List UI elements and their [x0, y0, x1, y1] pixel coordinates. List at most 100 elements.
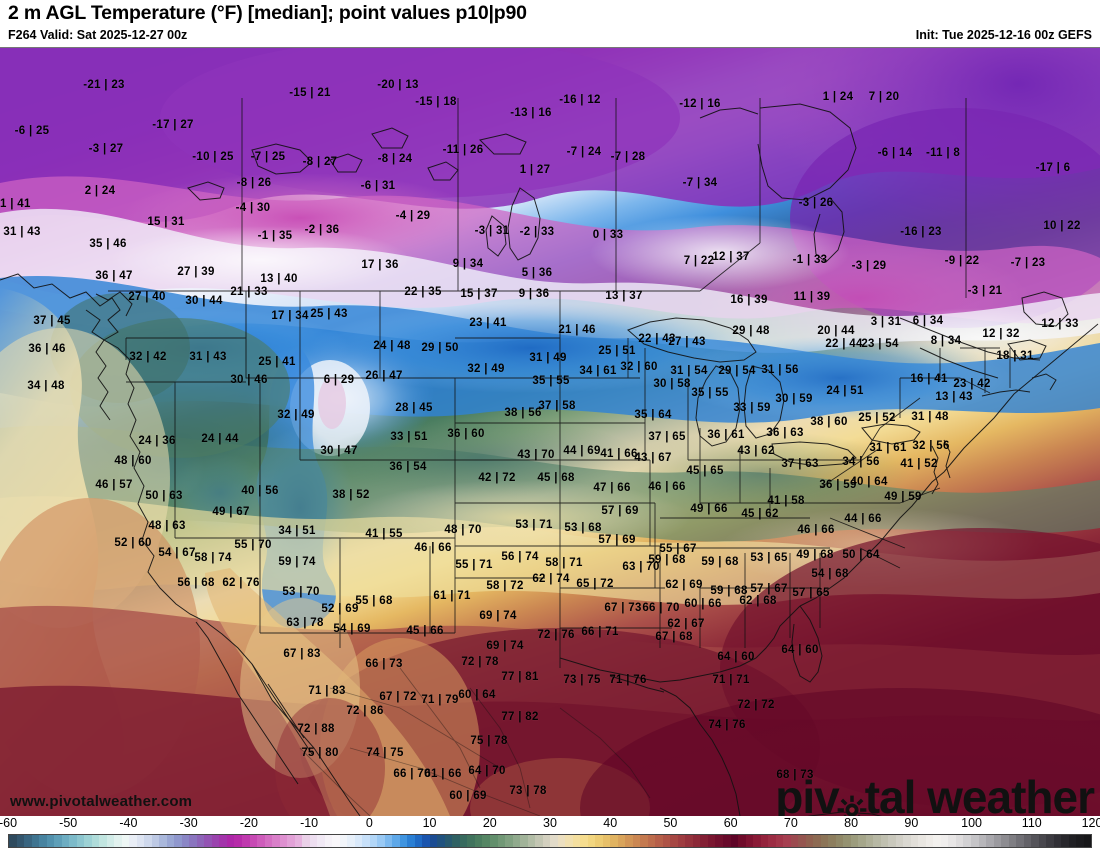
- colorbar-swatch: [407, 835, 415, 847]
- point-value-label: 57 | 65: [792, 587, 830, 599]
- point-value-label: -3 | 27: [88, 143, 124, 155]
- point-value-label: -2 | 33: [519, 226, 555, 238]
- point-value-label: 30 | 58: [653, 378, 691, 390]
- point-value-label: 54 | 67: [158, 547, 196, 559]
- colorbar-swatch: [722, 835, 731, 847]
- point-value-label: -20 | 13: [377, 79, 419, 91]
- point-value-label: 71 | 83: [308, 685, 346, 697]
- point-value-label: -12 | 16: [679, 98, 721, 110]
- colorbar-swatch: [317, 835, 325, 847]
- colorbar-swatch: [114, 835, 122, 847]
- point-value-label: 58 | 72: [486, 580, 524, 592]
- point-value-label: 57 | 67: [750, 583, 788, 595]
- colorbar-tick: 80: [844, 816, 859, 830]
- colorbar[interactable]: -60 -50 -40 -30 -20 -10 0 10 20 30 40 50 60 70 80 90 100…: [0, 816, 1100, 850]
- point-value-label: 31 | 49: [529, 352, 567, 364]
- gear-icon: [837, 786, 867, 816]
- colorbar-swatch: [482, 835, 490, 847]
- colorbar-swatch: [775, 835, 784, 847]
- point-value-label: -7 | 34: [682, 177, 718, 189]
- map-viewport[interactable]: -21 | 23 -20 | 13 -15 | 18 -15 | 21 -13 | 16…: [0, 47, 1100, 817]
- colorbar-swatch: [136, 835, 145, 847]
- point-value-label: 55 | 71: [455, 559, 493, 571]
- point-value-label: 30 | 59: [775, 393, 813, 405]
- colorbar-swatch: [730, 835, 739, 847]
- colorbar-swatch: [572, 835, 581, 847]
- colorbar-swatch: [948, 835, 956, 847]
- colorbar-swatch: [1031, 835, 1039, 847]
- point-value-label: 34 | 48: [27, 380, 65, 392]
- colorbar-swatch: [226, 835, 235, 847]
- colorbar-gradient[interactable]: [8, 834, 1092, 848]
- colorbar-swatch: [369, 835, 378, 847]
- point-value-label: 21 | 46: [558, 324, 596, 336]
- colorbar-swatch: [287, 835, 295, 847]
- colorbar-swatch: [324, 835, 333, 847]
- point-value-label: 64 | 70: [468, 765, 506, 777]
- colorbar-swatch: [54, 835, 62, 847]
- colorbar-swatch: [181, 835, 190, 847]
- colorbar-swatch: [84, 835, 92, 847]
- point-value-label: -21 | 23: [83, 79, 125, 91]
- colorbar-swatch: [595, 835, 603, 847]
- colorbar-swatch: [993, 835, 1002, 847]
- colorbar-swatch: [16, 835, 25, 847]
- point-value-label: 58 | 71: [545, 557, 583, 569]
- colorbar-swatch: [24, 835, 32, 847]
- colorbar-swatch: [121, 835, 130, 847]
- colorbar-swatch: [302, 835, 310, 847]
- colorbar-swatch: [557, 835, 566, 847]
- point-value-label: 36 | 54: [389, 461, 427, 473]
- point-value-label: -15 | 21: [289, 87, 331, 99]
- colorbar-tick: -60: [0, 816, 18, 830]
- colorbar-tick-labels: -60 -50 -40 -30 -20 -10 0 10 20 30 40 50 60 70 80 90 100…: [0, 816, 1100, 832]
- colorbar-swatch: [535, 835, 543, 847]
- colorbar-swatch: [940, 835, 949, 847]
- colorbar-swatch: [910, 835, 919, 847]
- point-value-label: -1 | 33: [792, 254, 828, 266]
- point-value-label: 46 | 66: [414, 542, 452, 554]
- point-value-label: 25 | 43: [310, 308, 348, 320]
- point-value-label: -7 | 23: [1010, 257, 1046, 269]
- point-value-label: 26 | 47: [365, 370, 403, 382]
- point-value-label: 30 | 46: [230, 374, 268, 386]
- point-value-label: 72 | 76: [537, 629, 575, 641]
- point-value-label: 36 | 46: [28, 343, 66, 355]
- point-value-label: 37 | 65: [648, 431, 686, 443]
- colorbar-swatch: [444, 835, 453, 847]
- colorbar-swatch: [1083, 835, 1092, 847]
- colorbar-swatch: [1076, 835, 1084, 847]
- point-value-label: 24 | 36: [138, 435, 176, 447]
- colorbar-swatch: [129, 835, 137, 847]
- colorbar-swatch: [542, 835, 551, 847]
- point-value-label: 54 | 68: [811, 568, 849, 580]
- colorbar-swatch: [219, 835, 227, 847]
- colorbar-swatch: [204, 835, 212, 847]
- point-value-label: 66 | 70: [393, 768, 431, 780]
- point-value-label: 44 | 69: [563, 445, 601, 457]
- point-value-label: -13 | 16: [510, 107, 552, 119]
- colorbar-swatch: [264, 835, 273, 847]
- colorbar-swatch: [9, 835, 17, 847]
- colorbar-swatch: [610, 835, 618, 847]
- colorbar-swatch: [640, 835, 648, 847]
- point-value-label: 43 | 62: [737, 445, 775, 457]
- point-value-label: 23 | 41: [469, 317, 507, 329]
- colorbar-swatch: [955, 835, 964, 847]
- point-value-label: 15 | 31: [147, 216, 185, 228]
- colorbar-swatch: [31, 835, 40, 847]
- point-value-label: 42 | 72: [478, 472, 516, 484]
- colorbar-swatch: [843, 835, 851, 847]
- colorbar-swatch: [647, 835, 656, 847]
- colorbar-tick: 90: [904, 816, 919, 830]
- point-value-label: 53 | 70: [282, 586, 320, 598]
- point-value-label: -3 | 31: [474, 225, 510, 237]
- point-value-label: 37 | 45: [33, 315, 71, 327]
- colorbar-swatch: [332, 835, 340, 847]
- point-value-label: 67 | 83: [283, 648, 321, 660]
- point-value-label: 46 | 57: [95, 479, 133, 491]
- point-value-label: 74 | 75: [366, 747, 404, 759]
- point-value-label: 16 | 39: [730, 294, 768, 306]
- colorbar-swatch: [933, 835, 941, 847]
